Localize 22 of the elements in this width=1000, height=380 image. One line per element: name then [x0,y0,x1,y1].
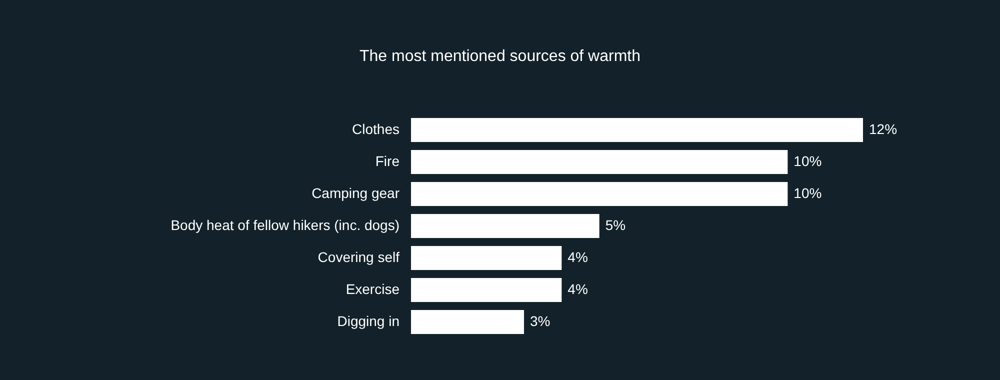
data-label: 10% [794,153,822,169]
bar [411,246,562,270]
data-label: 4% [568,281,588,297]
y-tick-label: Exercise [346,281,400,297]
data-label: 10% [794,185,822,201]
y-tick-label: Covering self [318,249,400,265]
bar [411,214,600,238]
bar [411,310,524,334]
bar [411,150,788,174]
data-label: 5% [605,217,626,233]
bar [411,118,863,142]
y-tick-label: Camping gear [312,185,400,201]
bar [411,182,788,206]
bar [411,278,562,302]
y-tick-label: Digging in [337,313,400,329]
data-label: 3% [530,313,550,329]
y-tick-label: Clothes [352,121,400,137]
data-label: 12% [869,121,898,137]
y-tick-label: Body heat of fellow hikers (inc. dogs) [170,217,400,233]
chart-title: The most mentioned sources of warmth [359,48,641,65]
y-tick-label: Fire [375,153,400,169]
data-label: 4% [568,249,588,265]
